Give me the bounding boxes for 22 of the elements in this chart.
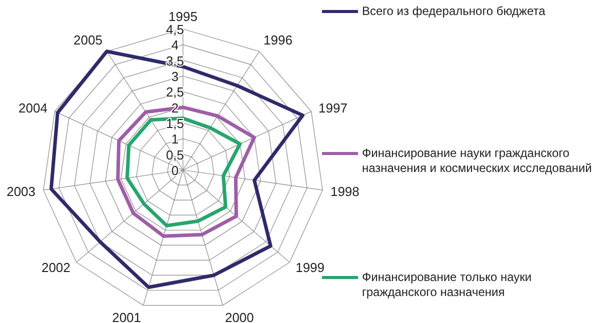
y-tick-label: 4,5 xyxy=(166,22,184,37)
y-tick-label: 3 xyxy=(171,69,179,84)
spoke-label: 1996 xyxy=(264,32,292,48)
y-tick-label: 1,5 xyxy=(166,116,184,131)
legend-label: Финансирование науки гражданского назначения и космических исследований xyxy=(362,146,592,176)
y-tick-label: 2,5 xyxy=(166,84,184,100)
spoke-label: 1997 xyxy=(318,100,348,116)
spoke-label: 2000 xyxy=(224,310,254,323)
legend-label: Всего из федерального бюджета xyxy=(362,4,546,19)
spoke-label: 2004 xyxy=(18,100,48,116)
spoke-label: 1995 xyxy=(168,9,198,24)
y-tick-label: 0,5 xyxy=(166,147,184,162)
spoke-label: 2005 xyxy=(74,32,102,48)
spoke-label: 1999 xyxy=(296,260,325,276)
spoke-label: 2003 xyxy=(6,184,36,199)
legend-label: Финансирование только науки гражданского назначения xyxy=(362,270,533,300)
spoke-label: 1998 xyxy=(330,184,360,199)
y-tick-label: 4 xyxy=(171,38,179,53)
spoke-label: 2002 xyxy=(41,260,70,276)
y-tick-label: 1 xyxy=(171,132,179,147)
spoke-label: 2001 xyxy=(112,310,142,323)
y-tick-label: 0 xyxy=(171,163,179,178)
